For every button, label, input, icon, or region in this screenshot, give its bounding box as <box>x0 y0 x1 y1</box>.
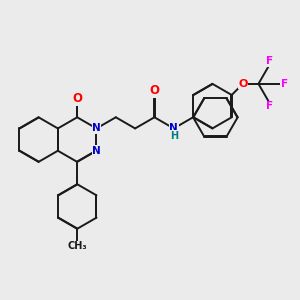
Text: N: N <box>92 123 101 134</box>
Text: O: O <box>238 79 248 89</box>
Text: F: F <box>266 101 273 112</box>
Text: O: O <box>149 85 159 98</box>
Text: F: F <box>266 56 273 66</box>
Text: F: F <box>280 79 288 89</box>
Text: O: O <box>72 92 82 105</box>
Text: CH₃: CH₃ <box>68 241 87 251</box>
Text: N: N <box>92 146 101 156</box>
Text: H: H <box>170 130 178 141</box>
Text: N: N <box>169 123 178 134</box>
